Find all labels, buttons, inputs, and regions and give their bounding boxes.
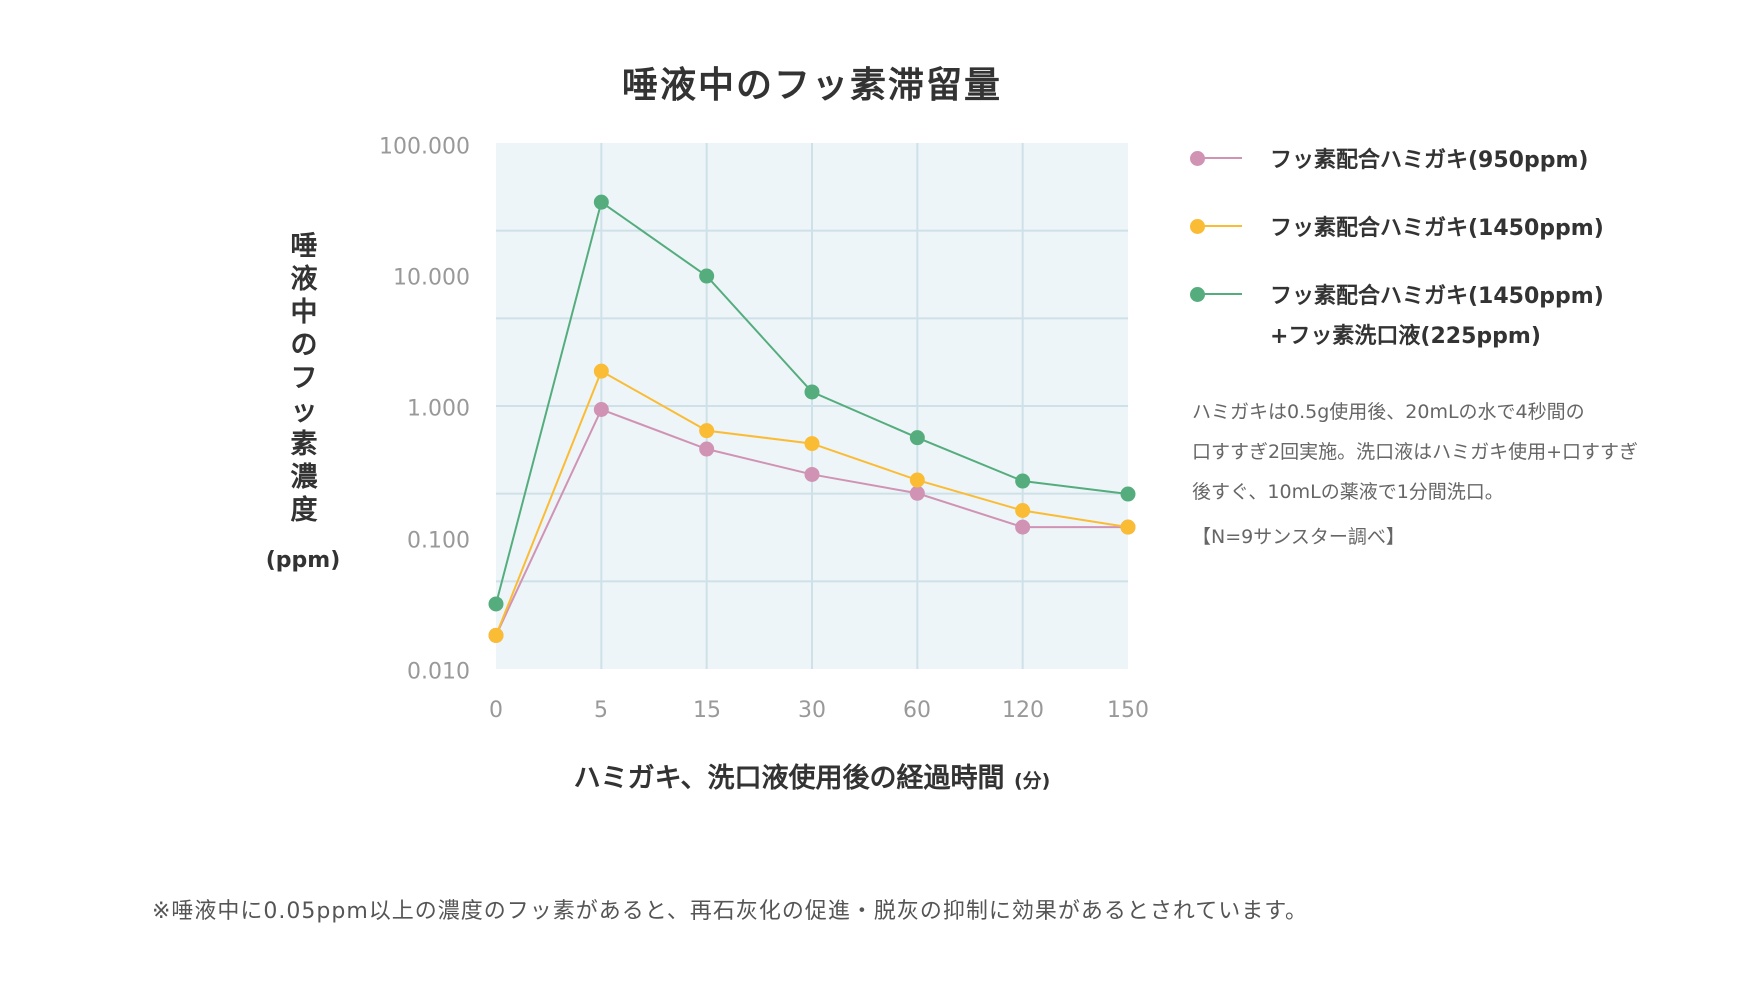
legend-item-950ppm: フッ素配合ハミガキ(950ppm) [1184,143,1588,173]
y-axis-label-char: 唾 [290,231,318,262]
note-line: 後すぐ、10mLの薬液で1分間洗口。 [1192,481,1504,503]
x-tick-label: 5 [594,698,608,723]
data-point [1015,519,1031,535]
data-point [909,430,925,446]
y-axis-label-char: の [290,330,318,361]
data-point [804,384,820,400]
y-axis-label-char: フ [290,363,318,394]
y-axis-label-char: 液 [290,264,318,295]
x-axis-unit: (分) [1013,770,1051,792]
data-series [488,194,1136,643]
legend-marker-icon [1184,143,1244,173]
method-notes: ハミガキは0.5g使用後、20mLの水で4秒間の 口すすぎ2回実施。洗口液はハミ… [1192,392,1712,512]
legend-label-sub: +フッ素洗口液(225ppm) [1270,324,1541,349]
legend-item-1450ppm: フッ素配合ハミガキ(1450ppm) [1184,211,1604,241]
source-note: 【N=9サンスター調べ】 [1192,526,1405,548]
x-tick-label: 60 [903,698,931,723]
data-point [593,402,609,417]
y-axis-label-char: ッ [290,396,318,427]
y-tick-label: 1.000 [407,396,470,422]
note-line: ハミガキは0.5g使用後、20mLの水で4秒間の [1192,401,1585,423]
legend-marker-icon [1184,211,1244,241]
data-point [909,485,925,501]
data-point [488,596,504,612]
legend-item-1450ppm-rinse: フッ素配合ハミガキ(1450ppm) [1184,279,1604,309]
x-axis-label-text: ハミガキ、洗口液使用後の経過時間 [573,763,1005,794]
y-axis-label: 唾 液 中 の フ ッ 素 濃 度 [288,230,320,527]
legend-marker-icon [1184,279,1244,309]
legend-label: フッ素配合ハミガキ(1450ppm) [1270,216,1604,241]
data-point [909,472,925,488]
y-tick-label: 0.100 [407,528,470,554]
data-point [593,194,609,210]
note-line: 口すすぎ2回実施。洗口液はハミガキ使用+口すすぎ [1192,441,1639,463]
y-axis-unit: (ppm) [265,548,341,573]
y-tick-label: 10.000 [393,265,470,291]
data-point [699,441,715,457]
data-point [699,268,715,284]
legend-label: フッ素配合ハミガキ(950ppm) [1270,148,1589,173]
data-point [593,363,609,379]
data-point [488,627,504,643]
x-tick-label: 150 [1107,698,1149,723]
footnote: ※唾液中に0.05ppm以上の濃度のフッ素があると、再石灰化の促進・脱灰の抑制に… [152,899,1309,924]
y-tick-label: 100.000 [379,134,470,160]
x-tick-label: 0 [489,698,503,723]
y-tick-label: 0.010 [407,659,470,685]
y-axis-label-char: 中 [290,297,318,328]
x-tick-label: 15 [693,698,721,723]
data-point [1120,486,1136,502]
data-point [804,436,820,452]
gridlines [496,143,1128,669]
data-point [1120,519,1136,535]
data-point [804,466,820,482]
x-tick-label: 30 [798,698,826,723]
legend-label: フッ素配合ハミガキ(1450ppm) [1270,284,1604,309]
y-axis-label-char: 濃 [290,462,318,493]
data-point [1015,473,1031,489]
chart-title: 唾液中のフッ素滞留量 [621,65,1002,106]
x-axis-label: ハミガキ、洗口液使用後の経過時間 (分) [496,756,1128,795]
data-point [699,423,715,439]
y-axis-label-char: 度 [290,495,318,526]
data-point [1015,503,1031,519]
x-tick-label: 120 [1002,698,1044,723]
y-axis-label-char: 素 [290,429,318,460]
